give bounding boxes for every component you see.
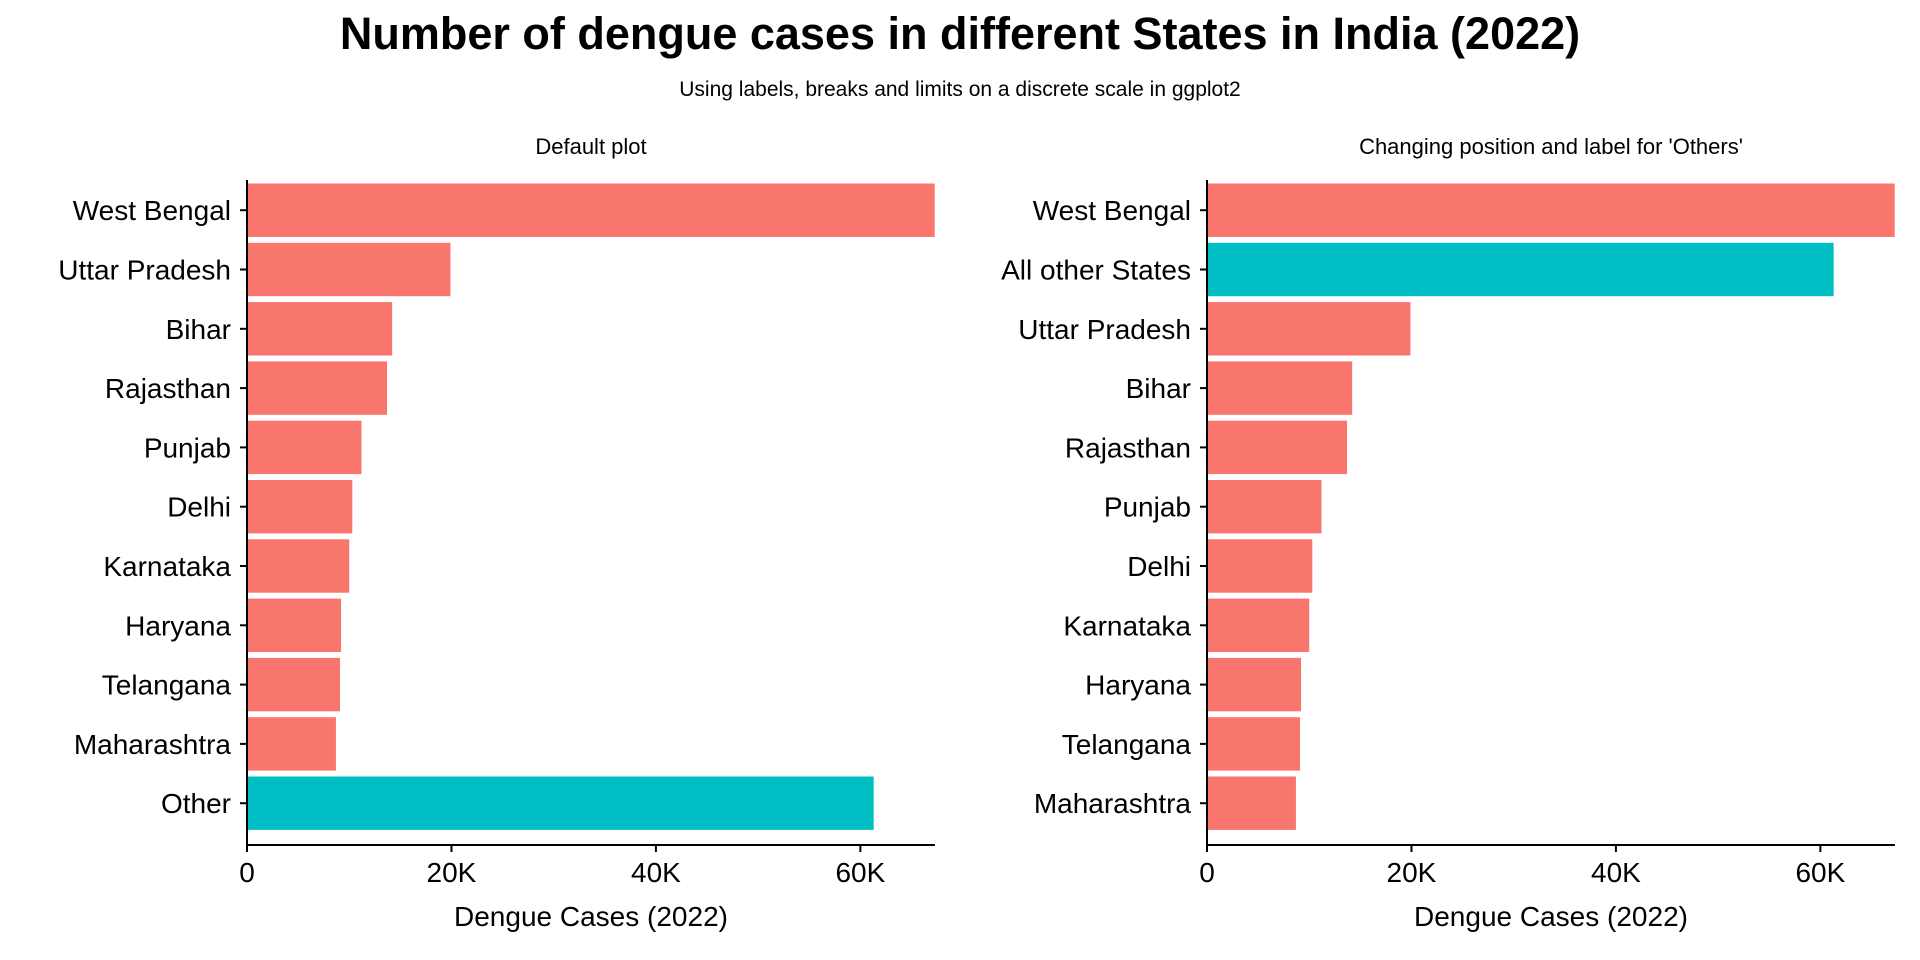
x-axis-title: Dengue Cases (2022)	[1414, 901, 1688, 932]
y-tick-label: Karnataka	[1063, 610, 1191, 641]
bar-bihar	[1207, 361, 1353, 415]
x-tick-label: 0	[1199, 857, 1215, 888]
y-tick-label: Rajasthan	[1065, 432, 1191, 463]
bar-punjab	[247, 420, 362, 475]
panel-default-plot: Default plot West Bengal Uttar Pradesh Biha…	[58, 134, 935, 932]
y-tick-label: Karnataka	[103, 551, 231, 582]
bar-karnataka	[247, 539, 350, 593]
bar-all-other-states	[1207, 242, 1834, 297]
bar-maharashtra	[1207, 776, 1296, 830]
y-tick-label: Haryana	[125, 610, 231, 641]
y-tick-label: Telangana	[1062, 729, 1192, 760]
bar-other	[247, 776, 874, 830]
y-tick-label: Punjab	[144, 432, 231, 463]
panel-title: Changing position and label for 'Others'	[1359, 134, 1743, 159]
y-tick-label: West Bengal	[73, 195, 231, 226]
bar-rajasthan	[247, 361, 388, 415]
bar-west-bengal	[1207, 183, 1895, 237]
chart-subtitle: Using labels, breaks and limits on a dis…	[679, 78, 1241, 101]
y-tick-label: Bihar	[1126, 373, 1191, 404]
bar-telangana	[1207, 717, 1301, 771]
y-tick-label: Delhi	[1127, 551, 1191, 582]
y-tick-label: Punjab	[1104, 492, 1191, 523]
x-tick-label: 60K	[1795, 857, 1845, 888]
y-tick-label: Maharashtra	[74, 729, 232, 760]
x-tick-label: 20K	[427, 857, 477, 888]
x-tick-label: 0	[239, 857, 255, 888]
y-tick-label: Other	[161, 788, 231, 819]
y-tick-label: Uttar Pradesh	[1018, 314, 1191, 345]
x-tick-label: 40K	[1591, 857, 1641, 888]
chart-title: Number of dengue cases in different Stat…	[339, 8, 1581, 59]
y-tick-label: West Bengal	[1033, 195, 1191, 226]
bar-punjab	[1207, 480, 1322, 534]
bar-haryana	[247, 598, 342, 652]
y-tick-label: Maharashtra	[1034, 788, 1192, 819]
bar-delhi	[1207, 539, 1313, 593]
bar-maharashtra	[247, 717, 336, 771]
bar-uttar-pradesh	[247, 242, 451, 297]
panel-title: Default plot	[535, 134, 646, 159]
bar-haryana	[1207, 657, 1302, 712]
bar-uttar-pradesh	[1207, 302, 1411, 356]
x-tick-label: 40K	[631, 857, 681, 888]
bar-delhi	[247, 480, 353, 534]
y-tick-label: All other States	[1001, 255, 1191, 286]
bar-bihar	[247, 302, 393, 356]
x-axis-title: Dengue Cases (2022)	[454, 901, 728, 932]
y-tick-label: Rajasthan	[105, 373, 231, 404]
bar-telangana	[247, 657, 341, 712]
y-tick-label: Uttar Pradesh	[58, 255, 231, 286]
y-tick-label: Telangana	[102, 670, 232, 701]
bar-karnataka	[1207, 598, 1310, 652]
x-tick-label: 60K	[835, 857, 885, 888]
bar-west-bengal	[247, 183, 935, 237]
y-tick-label: Bihar	[166, 314, 231, 345]
y-tick-label: Delhi	[167, 492, 231, 523]
x-tick-label: 20K	[1387, 857, 1437, 888]
bar-rajasthan	[1207, 420, 1348, 475]
y-tick-label: Haryana	[1085, 670, 1191, 701]
